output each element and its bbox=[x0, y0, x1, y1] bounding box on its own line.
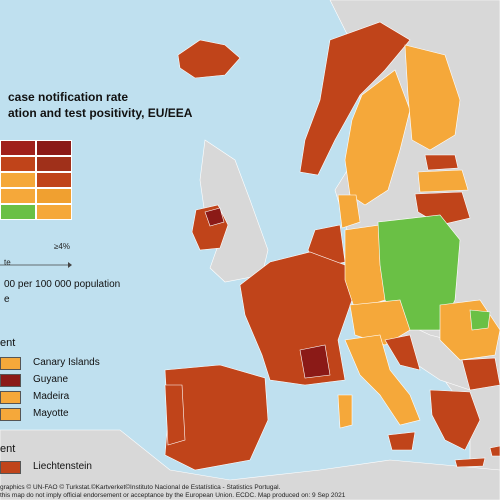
swatch-canary-islands bbox=[0, 357, 21, 370]
latvia bbox=[417, 169, 469, 193]
sweden bbox=[344, 69, 411, 206]
italy bbox=[344, 334, 421, 426]
legend-cell-r4c1 bbox=[0, 188, 36, 204]
label-mayotte: Mayotte bbox=[33, 408, 69, 419]
sardinia bbox=[337, 394, 353, 429]
legend-cell-r4c2 bbox=[36, 188, 72, 204]
croatia bbox=[384, 334, 421, 371]
rate-label: 00 per 100 000 population bbox=[4, 279, 121, 290]
swatch-guyane bbox=[0, 374, 21, 387]
legend-cell-r1c1 bbox=[0, 140, 36, 156]
france bbox=[239, 251, 353, 386]
footer-credits: graphics © UN-FAO © Turkstat.©Kartverket… bbox=[0, 484, 281, 491]
legend-cell-r5c2 bbox=[36, 204, 72, 220]
legend-cell-r5c1 bbox=[0, 204, 36, 220]
portugal bbox=[164, 384, 186, 446]
sicily bbox=[387, 431, 416, 451]
outermost-heading: ent bbox=[0, 337, 16, 349]
legend-cell-r3c1 bbox=[0, 172, 36, 188]
legend-axis-line bbox=[0, 262, 72, 268]
denmark bbox=[337, 194, 361, 229]
label-madeira: Madeira bbox=[33, 391, 70, 402]
legend-cell-r1c2 bbox=[36, 140, 72, 156]
romania-green bbox=[469, 309, 491, 331]
legend-cell-r3c2 bbox=[36, 172, 72, 188]
legend-axis-right-label: ≥4% bbox=[54, 242, 70, 251]
bulgaria bbox=[461, 357, 500, 391]
footer-disclaimer: this map do not imply official endorseme… bbox=[0, 492, 346, 499]
small-countries-heading: ent bbox=[0, 443, 16, 455]
label-guyane: Guyane bbox=[33, 374, 69, 385]
legend-cell-r2c1 bbox=[0, 156, 36, 172]
france-south bbox=[299, 344, 331, 379]
crete bbox=[454, 457, 486, 468]
greece bbox=[429, 389, 481, 451]
swatch-madeira bbox=[0, 391, 21, 404]
legend-axis-left-label: te bbox=[4, 258, 11, 267]
swatch-mayotte bbox=[0, 408, 21, 421]
norway bbox=[299, 21, 411, 176]
finland bbox=[404, 44, 461, 151]
map-title-line-1: case notification rate bbox=[8, 90, 129, 104]
cyprus bbox=[489, 445, 500, 457]
label-canary-islands: Canary Islands bbox=[33, 357, 100, 368]
iberia bbox=[164, 364, 269, 471]
map-title-line-2: ation and test positivity, EU/EEA bbox=[8, 106, 193, 120]
swatch-liechtenstein bbox=[0, 461, 21, 474]
label-liechtenstein: Liechtenstein bbox=[33, 461, 92, 472]
estonia bbox=[424, 154, 459, 171]
iceland bbox=[177, 39, 241, 79]
ireland-region bbox=[204, 207, 225, 227]
legend-cell-r2c2 bbox=[36, 156, 72, 172]
extra-label: e bbox=[4, 294, 10, 305]
